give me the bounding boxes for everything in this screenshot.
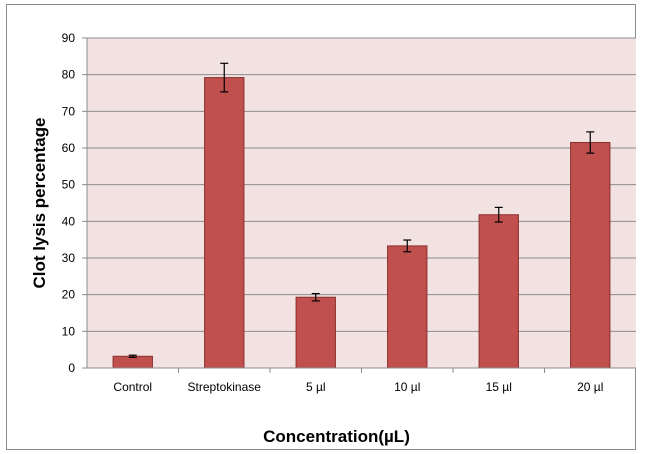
x-axis-title: Concentration(µL)	[263, 427, 410, 446]
y-axis-ticks: 0 10 20 30 40 50 60 70 80 90	[62, 31, 87, 375]
y-tick-label: 80	[62, 68, 76, 82]
bar	[570, 142, 611, 369]
error-bar	[311, 292, 320, 302]
error-bar	[220, 62, 229, 93]
y-tick-label: 90	[62, 31, 76, 45]
y-tick-label: 0	[68, 361, 75, 375]
x-tick-label: Streptokinase	[188, 380, 262, 394]
x-tick-label: 20 µl	[577, 380, 603, 394]
error-bar	[128, 354, 137, 358]
y-tick-label: 20	[62, 288, 76, 302]
x-axis-ticks: Control Streptokinase 5 µl 10 µl 15 µl 20 µl	[113, 368, 603, 394]
y-tick-label: 70	[62, 104, 76, 118]
x-tick-label: 5 µl	[306, 380, 326, 394]
y-tick-label: 50	[62, 178, 76, 192]
error-bars	[128, 62, 595, 358]
y-tick-label: 40	[62, 214, 76, 228]
y-tick-label: 60	[62, 141, 76, 155]
x-tick-label: Control	[113, 380, 152, 394]
error-bar	[403, 239, 412, 253]
error-bar	[494, 206, 503, 223]
bar	[204, 77, 245, 369]
y-axis-title: Clot lysis percentage	[30, 117, 49, 288]
error-bar	[586, 131, 595, 154]
bar	[295, 296, 336, 369]
x-tick-label: 15 µl	[486, 380, 512, 394]
bar	[112, 355, 153, 369]
bar	[478, 214, 519, 369]
bar	[387, 245, 428, 369]
y-tick-label: 30	[62, 251, 76, 265]
gridlines	[87, 37, 636, 332]
x-tick-label: 10 µl	[394, 380, 420, 394]
y-tick-label: 10	[62, 324, 76, 338]
plot-area	[87, 38, 636, 368]
bars	[112, 77, 611, 369]
